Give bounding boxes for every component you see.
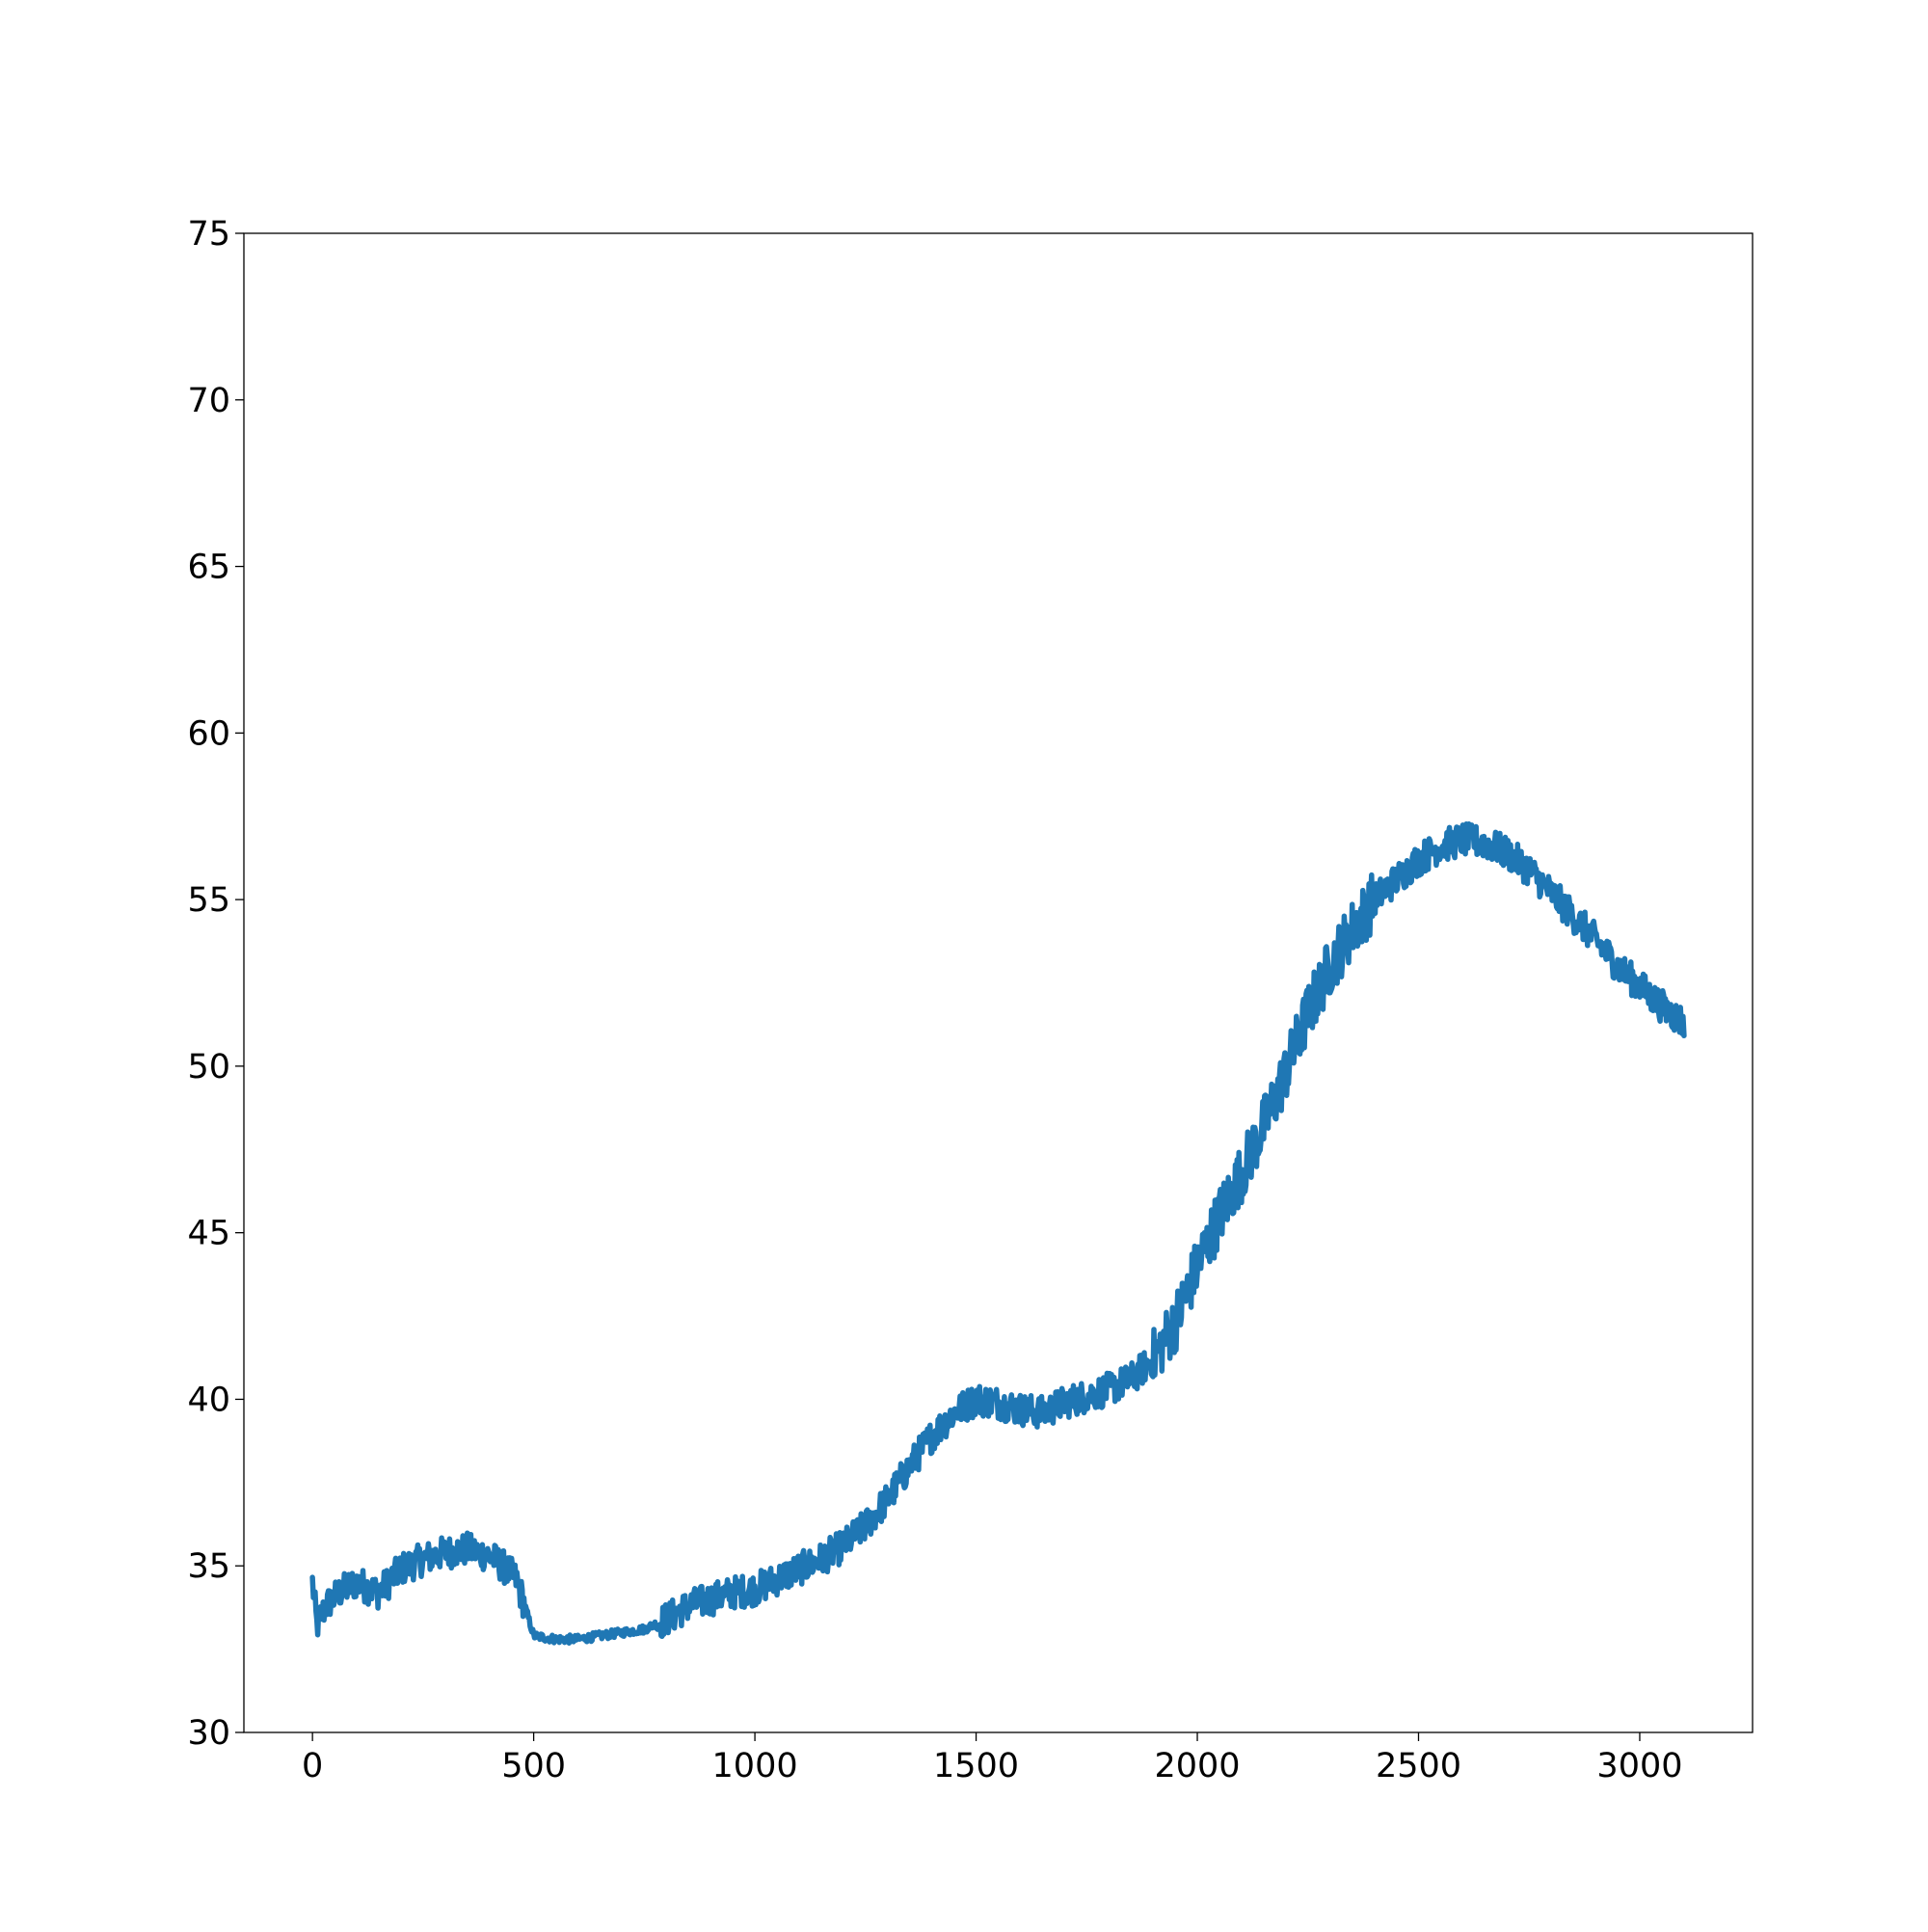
y-tick-label: 75 — [187, 215, 230, 254]
x-tick-label: 2500 — [1376, 1747, 1461, 1785]
x-tick-label: 3000 — [1596, 1747, 1682, 1785]
y-tick-label: 60 — [187, 714, 230, 753]
y-tick-label: 30 — [187, 1714, 230, 1753]
x-tick-label: 1500 — [933, 1747, 1019, 1785]
axes-frame — [243, 232, 1754, 1733]
axes-layer: 0 500 1000 1500 2000 2500 3000 30 35 40 45 50 55 60 65… — [187, 215, 1754, 1785]
y-tick-label: 50 — [187, 1048, 230, 1087]
x-tick-label: 0 — [302, 1747, 323, 1785]
y-tick-label: 55 — [187, 881, 230, 920]
x-tick-label: 500 — [501, 1747, 566, 1785]
x-tick-label: 1000 — [712, 1747, 798, 1785]
data-line — [309, 820, 1687, 1646]
y-tick-label: 45 — [187, 1215, 230, 1253]
plot-area — [244, 233, 1753, 1732]
y-tick-label: 40 — [187, 1381, 230, 1419]
y-tick-label: 35 — [187, 1547, 230, 1586]
x-tick-label: 2000 — [1154, 1747, 1240, 1785]
plot-background — [244, 233, 1753, 1732]
y-tick-label: 65 — [187, 549, 230, 587]
y-tick-label: 70 — [187, 382, 230, 420]
series-layer — [309, 820, 1687, 1646]
